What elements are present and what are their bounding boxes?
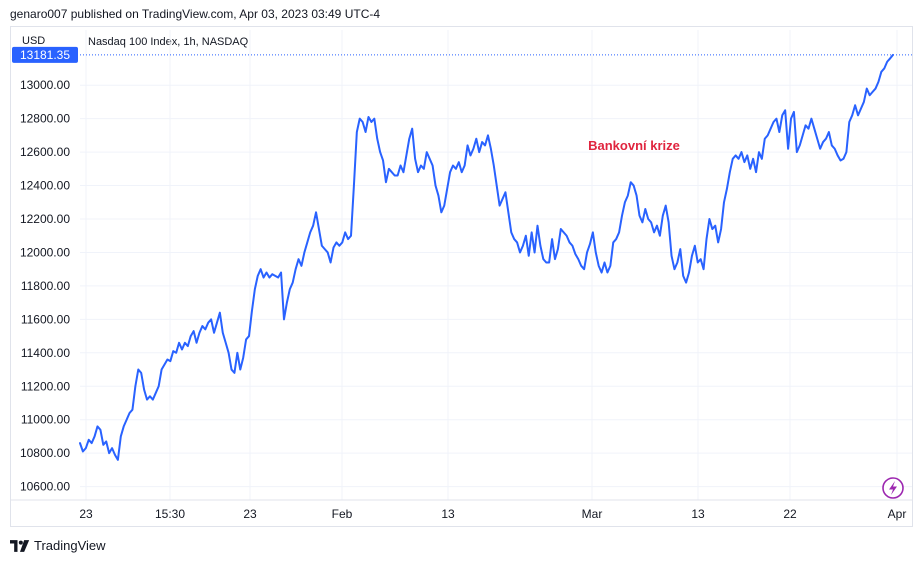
y-tick-label: 13000.00	[20, 78, 70, 92]
x-tick-label: 22	[783, 507, 797, 521]
y-tick-label: 12600.00	[20, 145, 70, 159]
currency-label: USD	[22, 35, 46, 47]
brand-name: TradingView	[34, 538, 106, 553]
y-tick-label: 12800.00	[20, 112, 70, 126]
x-tick-label: Feb	[332, 507, 353, 521]
symbol-title: Nasdaq 100 Index, 1h, NASDAQ	[88, 36, 249, 48]
x-axis-labels: 23 15:30 23 Feb 13 Mar 13 22 Apr	[79, 507, 906, 521]
x-tick-label: 15:30	[155, 507, 185, 521]
y-tick-label: 11400.00	[21, 346, 70, 360]
horizontal-gridlines	[80, 84, 912, 488]
x-tick-label: Apr	[888, 507, 907, 521]
chart-annotation: Bankovní krize	[588, 138, 680, 153]
series-line	[79, 53, 894, 461]
x-tick-label: 13	[441, 507, 455, 521]
x-tick-label: 13	[691, 507, 705, 521]
y-tick-label: 10600.00	[20, 480, 70, 494]
y-tick-label: 11600.00	[21, 312, 70, 326]
tradingview-logo-icon	[10, 539, 30, 552]
x-tick-label: Mar	[582, 507, 603, 521]
y-axis-labels: 10600.00 10800.00 11000.00 11200.00 11400.00…	[20, 78, 70, 493]
published-line: genaro007 published on TradingView.com, …	[10, 7, 381, 21]
y-tick-label: 12000.00	[20, 245, 70, 259]
y-tick-label: 10800.00	[20, 446, 70, 460]
y-tick-label: 11200.00	[21, 379, 70, 393]
x-tick-label: 23	[243, 507, 257, 521]
chart-frame[interactable]	[10, 26, 913, 527]
y-tick-label: 12200.00	[20, 212, 70, 226]
last-price-badge: 13181.35	[12, 46, 78, 63]
y-tick-label: 11000.00	[21, 413, 70, 427]
last-price-label: 13181.35	[20, 48, 70, 62]
x-tick-label: 23	[79, 507, 93, 521]
y-tick-label: 12400.00	[20, 179, 70, 193]
lightning-bolt-icon[interactable]	[882, 477, 904, 499]
y-tick-label: 11800.00	[21, 279, 70, 293]
vertical-gridlines	[85, 30, 898, 500]
tradingview-brand[interactable]: TradingView	[10, 538, 106, 553]
